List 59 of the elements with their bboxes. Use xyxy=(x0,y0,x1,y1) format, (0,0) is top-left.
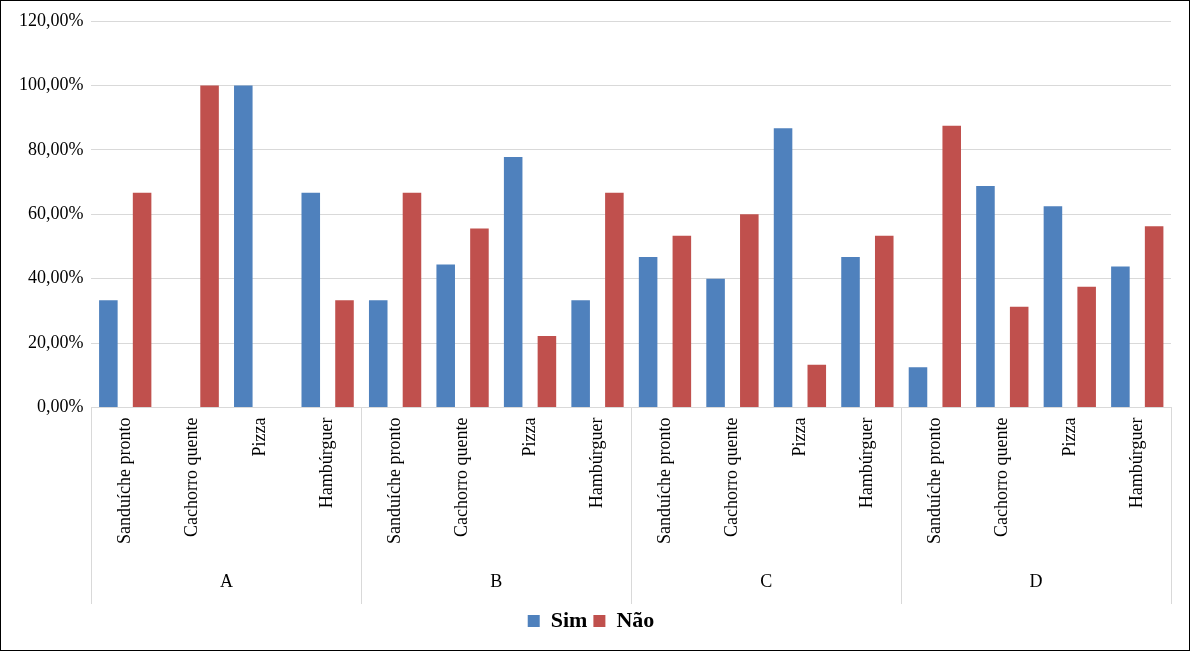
y-tick-label: 80,00% xyxy=(27,138,84,159)
y-tick-label: 0,00% xyxy=(36,396,84,417)
bar xyxy=(706,278,725,408)
x-tick-label: Sanduíche pronto xyxy=(653,417,674,545)
bar xyxy=(672,235,692,408)
bar xyxy=(1144,226,1164,408)
x-tick-label: Sanduíche pronto xyxy=(923,417,944,545)
bar xyxy=(470,228,489,408)
x-tick-label: Cachorro quente xyxy=(181,417,202,537)
bar xyxy=(1043,206,1063,408)
bar xyxy=(942,125,961,408)
bar xyxy=(503,156,523,408)
x-tick-label: Pizza xyxy=(248,417,269,457)
y-tick-label: 120,00% xyxy=(18,9,84,30)
x-tick-label: Hambúrguer xyxy=(856,417,877,509)
y-tick-label: 60,00% xyxy=(27,203,84,223)
bar xyxy=(335,300,354,408)
bar xyxy=(571,300,590,408)
x-tick-label: Cachorro quente xyxy=(451,417,472,537)
text: A xyxy=(219,570,233,591)
bar xyxy=(99,300,118,408)
bar xyxy=(874,235,894,408)
text: C xyxy=(760,570,773,591)
y-tick-label: 40,00% xyxy=(27,267,84,288)
legend-label: Não xyxy=(616,606,655,632)
bar xyxy=(638,257,658,408)
x-tick-label: Sanduíche pronto xyxy=(383,417,404,545)
text: B xyxy=(490,570,503,591)
bar xyxy=(234,85,253,408)
text: D xyxy=(1029,570,1043,591)
y-tick-label: 20,00% xyxy=(27,331,84,352)
bar xyxy=(200,85,219,408)
bar xyxy=(301,192,321,408)
x-tick-label: Sanduíche pronto xyxy=(113,417,134,545)
x-tick-label: Cachorro quente xyxy=(991,417,1012,537)
x-tick-label: Hambúrguer xyxy=(316,417,337,509)
bar xyxy=(976,185,995,408)
legend-label: Sim xyxy=(550,606,588,632)
bar xyxy=(841,257,860,408)
bar xyxy=(368,300,388,408)
y-tick-label: 100,00% xyxy=(18,74,84,95)
bar xyxy=(1009,306,1029,408)
x-tick-label: Pizza xyxy=(788,417,809,457)
x-tick-label: Hambúrguer xyxy=(1126,417,1146,509)
bar xyxy=(1111,266,1130,408)
bar xyxy=(436,264,455,408)
bar xyxy=(605,192,624,408)
bar xyxy=(773,128,793,408)
bar xyxy=(537,336,557,408)
bar xyxy=(740,214,759,408)
x-tick-label: Hambúrguer xyxy=(586,417,607,509)
bar xyxy=(1077,286,1096,408)
x-tick-label: Cachorro quente xyxy=(721,417,742,537)
x-tick-label: Pizza xyxy=(518,417,539,457)
bar xyxy=(402,192,422,408)
bar xyxy=(807,364,827,408)
bar xyxy=(132,192,152,408)
bar xyxy=(908,367,928,408)
x-tick-label: Pizza xyxy=(1058,417,1079,457)
